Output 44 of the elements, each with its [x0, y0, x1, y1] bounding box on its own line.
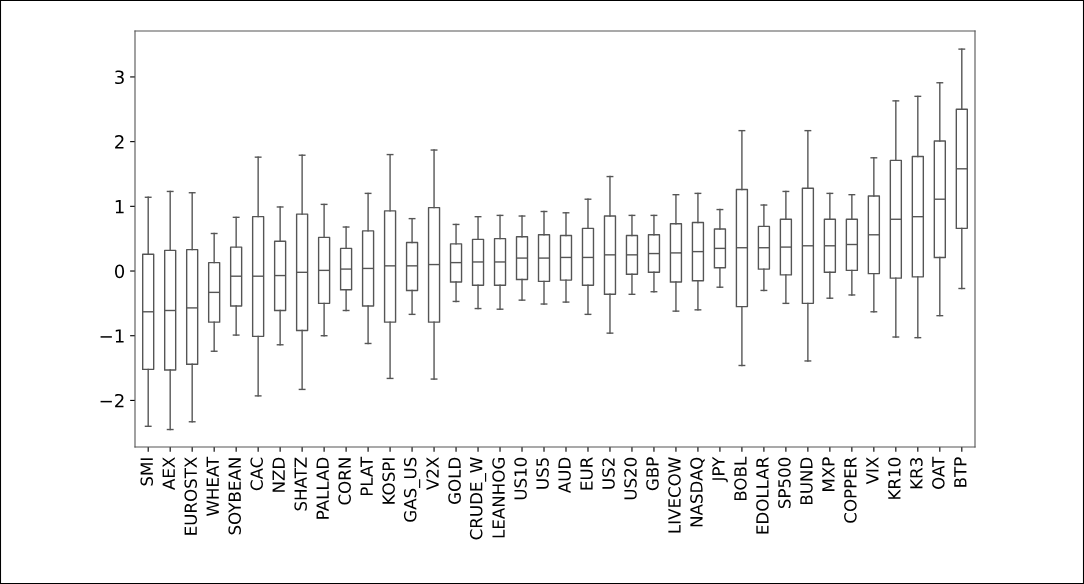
x-tick-label: SMI — [140, 458, 154, 486]
x-tick-label: EDOLLAR — [756, 457, 769, 534]
x-tick-label: LEANHOG — [492, 458, 505, 538]
x-tick-label: AUD — [558, 457, 571, 494]
x-tick-label: BTP — [954, 457, 967, 487]
x-tick-label: NASDAQ — [690, 457, 705, 527]
x-tick-label: SHATZ — [294, 457, 307, 511]
x-tick-label: BOBL — [734, 456, 747, 501]
x-tick-label: MXP — [822, 457, 835, 491]
x-tick-label: GBP — [646, 457, 659, 491]
x-tick-label: US2 — [602, 458, 615, 489]
y-tick-label: 3 — [115, 70, 124, 85]
x-tick-label: GOLD — [448, 457, 461, 504]
x-tick-label: OAT — [932, 456, 945, 489]
x-tick-label: GAS_US — [403, 457, 421, 522]
x-tick-label: KR10 — [888, 457, 901, 499]
x-tick-label: SOYBEAN — [228, 458, 241, 535]
x-tick-label: CRUDE_W — [469, 457, 487, 540]
y-tick-label: 1 — [115, 200, 124, 214]
x-tick-label: JPY — [712, 456, 728, 483]
x-tick-label: EUROSTX — [184, 457, 198, 535]
y-tick-label: −1 — [100, 329, 124, 343]
x-tick-label: KOSPI — [382, 458, 395, 504]
y-tick-label: 0 — [114, 264, 125, 279]
x-tick-label: SP500 — [778, 457, 791, 509]
x-tick-label: US20 — [624, 457, 637, 500]
x-tick-label: BUND — [800, 457, 813, 505]
x-tick-label: NZD — [272, 457, 285, 492]
x-tick-label: PALLAD — [316, 457, 329, 519]
x-tick-label: AEX — [162, 457, 175, 490]
x-tick-label: V2X — [426, 457, 439, 491]
x-tick-label: EUR — [580, 457, 593, 490]
x-tick-label: WHEAT — [206, 456, 219, 516]
x-tick-label: US5 — [536, 458, 549, 489]
x-tick-label: US10 — [514, 457, 527, 500]
y-tick-label: −2 — [100, 393, 124, 408]
x-tick-label: KR3 — [910, 458, 923, 489]
x-tick-label: COPPER — [844, 457, 857, 523]
y-tick-label: 2 — [115, 135, 124, 149]
x-tick-label: LIVECOW — [668, 457, 681, 533]
x-tick-label: PLAT — [360, 456, 373, 496]
x-tick-label: VIX — [866, 457, 879, 485]
x-tick-label: CAC — [250, 457, 263, 491]
x-tick-label: CORN — [338, 458, 351, 505]
